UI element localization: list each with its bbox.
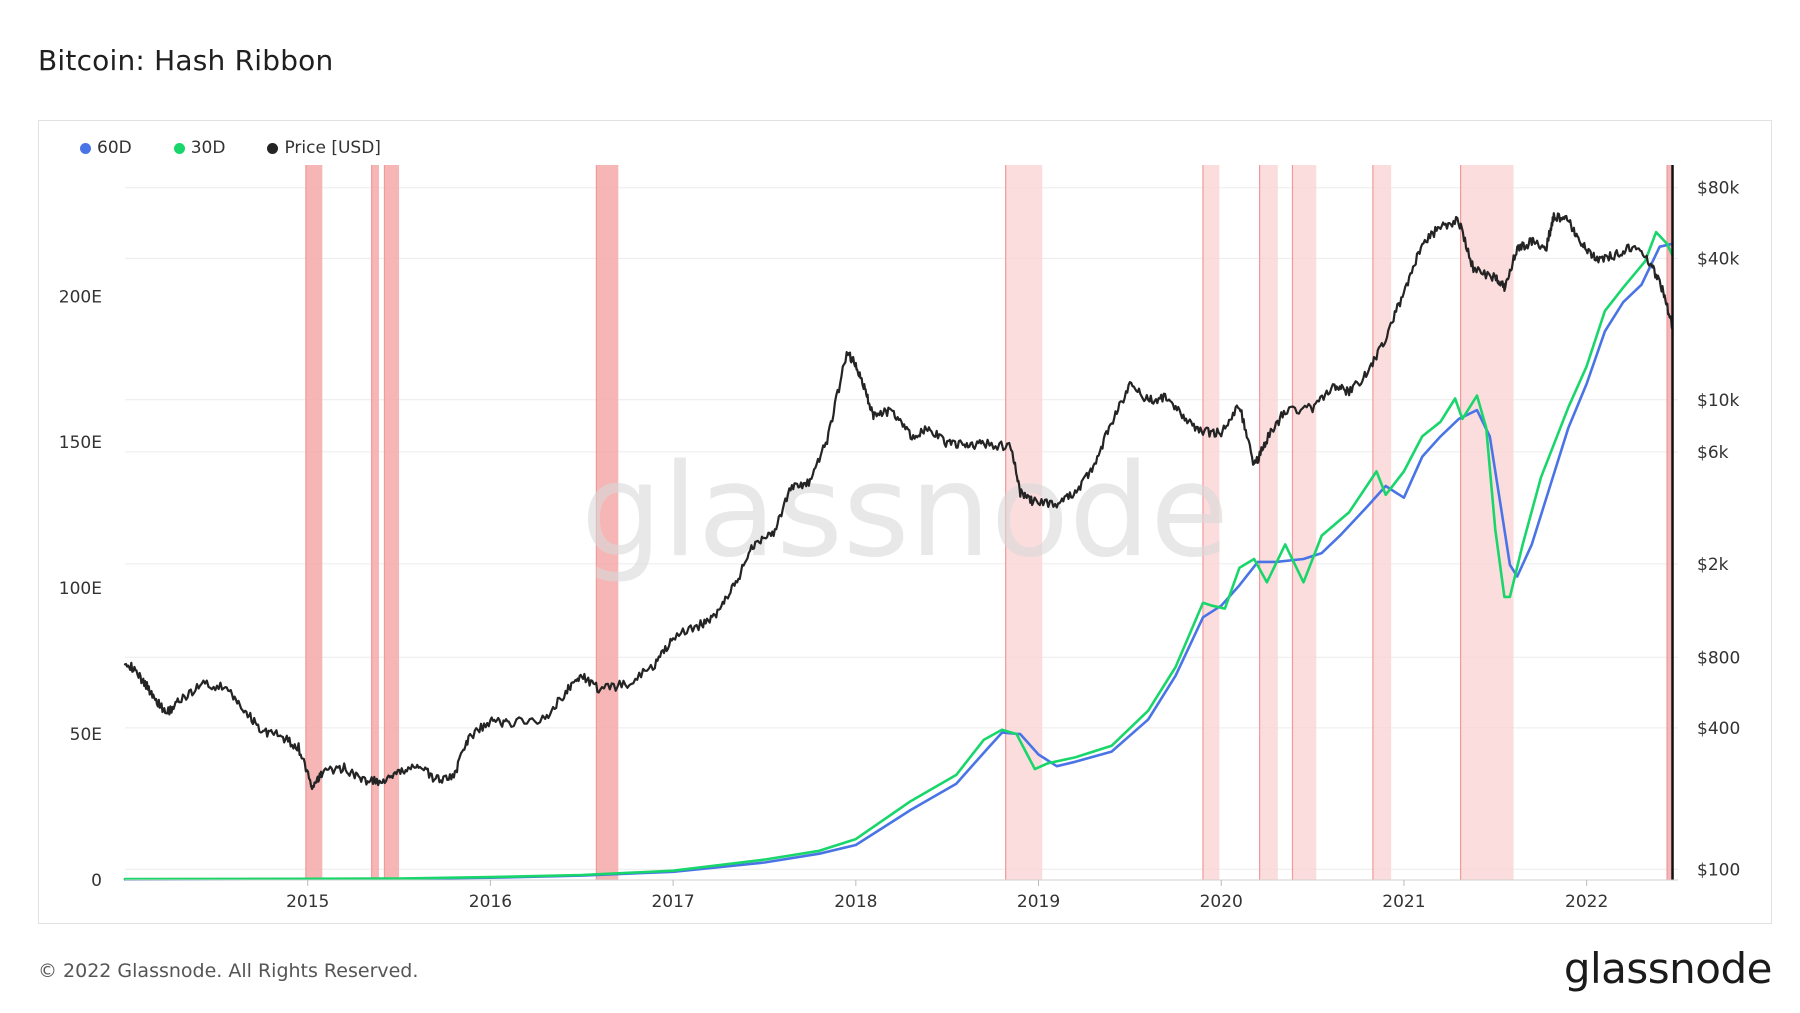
capitulation-band-6 (1259, 165, 1278, 880)
y-right-tick-label-5: $10k (1697, 391, 1739, 411)
legend-dot-price (267, 142, 279, 154)
y-left-tick-label-3: 150E (59, 433, 102, 453)
capitulation-bands (305, 165, 1673, 880)
x-tick-label-2019: 2019 (1017, 892, 1060, 912)
x-tick-label-2021: 2021 (1382, 892, 1425, 912)
capitulation-band-2 (384, 165, 400, 880)
x-tick-label-2015: 2015 (286, 892, 329, 912)
y-right-tick-label-4: $6k (1697, 443, 1729, 463)
capitulation-band-0 (305, 165, 323, 880)
copyright-text: © 2022 Glassnode. All Rights Reserved. (38, 960, 419, 982)
y-left-tick-label-0: 0 (91, 871, 102, 891)
brand-logo[interactable]: glassnode (1563, 944, 1773, 993)
x-tick-label-2020: 2020 (1200, 892, 1243, 912)
y-right-tick-label-2: $800 (1697, 648, 1740, 668)
capitulation-band-7 (1292, 165, 1317, 880)
legend-label-60d: 60D (97, 138, 132, 158)
series-line-price-usd- (123, 212, 1674, 791)
legend-dot-60d (80, 142, 91, 154)
capitulation-band-1 (371, 165, 379, 880)
y-right-tick-label-1: $400 (1697, 719, 1740, 739)
series-line-60d (123, 242, 1674, 881)
axes: 2015 2016 2017 2018 2019 2020 2021 2022 0 50E 100E… (59, 165, 1740, 912)
legend-item-30d[interactable]: 30D (173, 138, 226, 158)
y-right-tick-label-6: $40k (1697, 249, 1739, 269)
x-tick-label-2018: 2018 (834, 892, 877, 912)
capitulation-band-4 (1005, 165, 1043, 880)
y-right-tick-label-7: $80k (1697, 179, 1739, 199)
legend-label-30d: 30D (190, 138, 226, 158)
capitulation-band-5 (1202, 165, 1220, 880)
x-tick-label-2016: 2016 (469, 892, 512, 912)
legend-item-60d[interactable]: 60D (80, 138, 132, 158)
page-title: Bitcoin: Hash Ribbon (38, 44, 334, 77)
series-line-30d (123, 230, 1674, 881)
y-left-tick-label-4: 200E (59, 287, 102, 307)
y-left-tick-label-1: 50E (70, 725, 102, 745)
series-lines (123, 212, 1674, 881)
watermark: glassnode (581, 437, 1229, 586)
capitulation-band-8 (1372, 165, 1392, 880)
y-left-tick-label-2: 100E (59, 579, 102, 599)
x-tick-label-2017: 2017 (651, 892, 694, 912)
chart-legend: 60D 30D Price [USD] (80, 138, 381, 158)
legend-label-price: Price [USD] (284, 138, 381, 158)
y-right-tick-label-0: $100 (1697, 860, 1740, 880)
capitulation-band-10 (1667, 165, 1673, 880)
grid-lines (125, 187, 1678, 870)
y-right-tick-label-3: $2k (1697, 555, 1729, 575)
capitulation-band-3 (596, 165, 619, 880)
x-tick-label-2022: 2022 (1565, 892, 1608, 912)
legend-item-price[interactable]: Price [USD] (267, 138, 381, 158)
legend-dot-30d (173, 142, 185, 154)
